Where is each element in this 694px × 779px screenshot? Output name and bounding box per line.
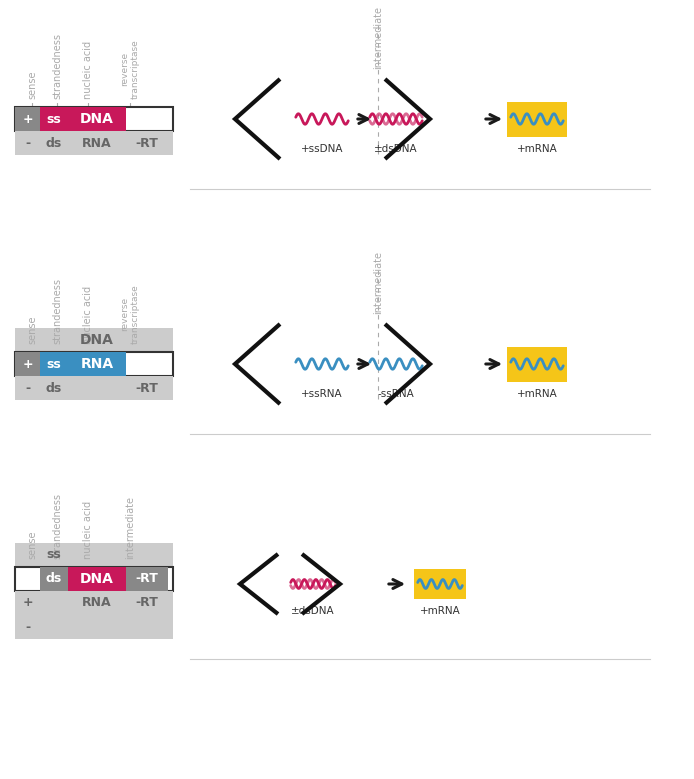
Text: +mRNA: +mRNA (516, 144, 557, 154)
Bar (68, 107, 126, 131)
Bar (15, 352, 40, 376)
Text: +mRNA: +mRNA (516, 389, 557, 399)
Bar (40, 352, 68, 376)
Bar (507, 347, 567, 382)
Text: +ssDNA: +ssDNA (301, 144, 344, 154)
Text: RNA: RNA (81, 357, 114, 371)
Bar (15, 107, 40, 131)
Text: reverse
transcriptase: reverse transcriptase (120, 39, 139, 99)
Bar (15, 591, 173, 615)
Bar (68, 352, 126, 376)
Text: DNA: DNA (80, 112, 114, 126)
Text: ±dsDNA: ±dsDNA (374, 144, 418, 154)
Text: +: + (22, 358, 33, 371)
Text: -RT: -RT (135, 382, 158, 394)
Bar (15, 615, 173, 639)
Text: reverse
transcriptase: reverse transcriptase (120, 284, 139, 344)
Text: ds: ds (46, 382, 62, 394)
Text: ss: ss (46, 358, 61, 371)
Text: -: - (25, 136, 30, 150)
Text: RNA: RNA (82, 136, 112, 150)
Text: ±dsDNA: ±dsDNA (291, 606, 335, 616)
Text: nucleic acid: nucleic acid (83, 286, 93, 344)
Text: ds: ds (46, 136, 62, 150)
Bar (15, 352, 173, 376)
Text: DNA: DNA (80, 333, 114, 347)
Bar (15, 543, 173, 567)
Bar (15, 107, 173, 131)
Text: sense: sense (27, 315, 37, 344)
Text: strandedness: strandedness (52, 33, 62, 99)
Bar (126, 567, 168, 591)
Text: intermediate: intermediate (373, 6, 383, 69)
Bar (507, 101, 567, 136)
Text: sense: sense (27, 71, 37, 99)
Bar (68, 567, 126, 591)
Text: -RT: -RT (135, 597, 158, 609)
Text: +ssRNA: +ssRNA (301, 389, 343, 399)
Bar (15, 567, 173, 591)
Text: intermediate: intermediate (373, 251, 383, 314)
Text: -: - (25, 382, 30, 394)
Bar (15, 376, 173, 400)
Text: nucleic acid: nucleic acid (83, 501, 93, 559)
Bar (15, 131, 173, 155)
Bar (15, 328, 173, 352)
Bar (414, 569, 466, 600)
Text: -RT: -RT (135, 573, 158, 586)
Text: -ssRNA: -ssRNA (378, 389, 414, 399)
Text: +: + (22, 112, 33, 125)
Text: DNA: DNA (80, 572, 114, 586)
Text: ss: ss (46, 112, 61, 125)
Text: -: - (25, 621, 30, 633)
Bar (40, 107, 68, 131)
Text: intermediate: intermediate (125, 496, 135, 559)
Text: nucleic acid: nucleic acid (83, 41, 93, 99)
Text: strandedness: strandedness (52, 278, 62, 344)
Text: -RT: -RT (135, 136, 158, 150)
Text: +mRNA: +mRNA (420, 606, 460, 616)
Text: strandedness: strandedness (52, 493, 62, 559)
Bar (40, 567, 68, 591)
Text: +: + (22, 597, 33, 609)
Text: RNA: RNA (82, 597, 112, 609)
Text: ds: ds (46, 573, 62, 586)
Text: sense: sense (27, 530, 37, 559)
Text: ss: ss (46, 548, 61, 562)
